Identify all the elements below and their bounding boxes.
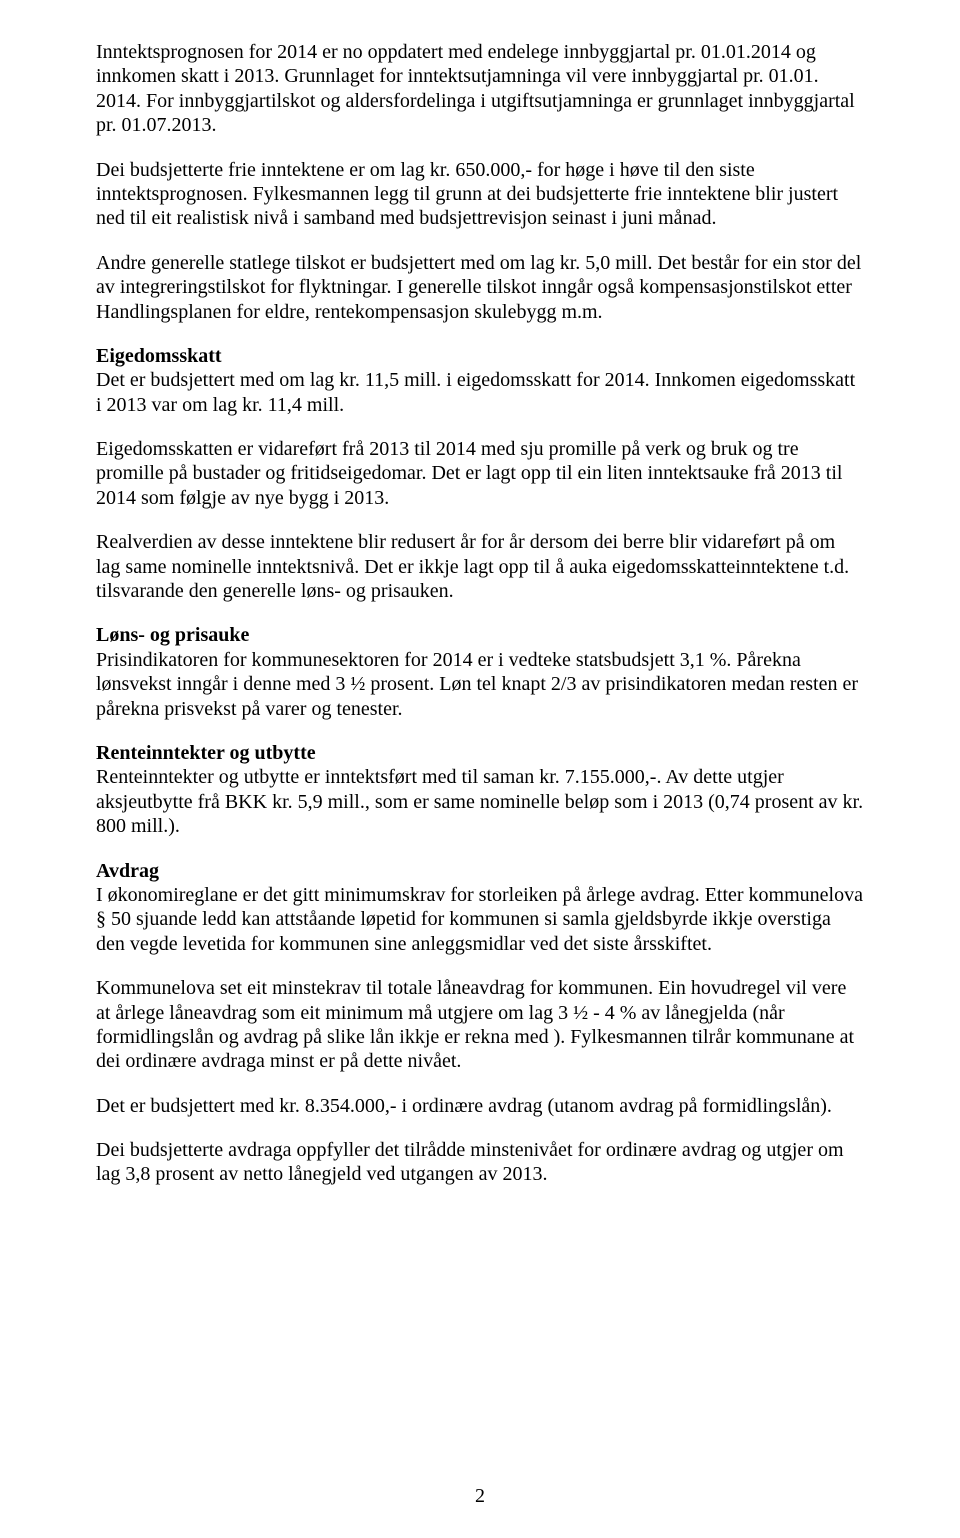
paragraph-eigedomsskatt-1: Det er budsjettert med om lag kr. 11,5 m… (96, 368, 864, 417)
paragraph-avdrag-3: Det er budsjettert med kr. 8.354.000,- i… (96, 1094, 864, 1118)
paragraph-lons-prisauke: Prisindikatoren for kommunesektoren for … (96, 648, 864, 721)
paragraph-eigedomsskatt-3: Realverdien av desse inntektene blir red… (96, 530, 864, 603)
heading-renteinntekter: Renteinntekter og utbytte (96, 741, 864, 765)
heading-lons-prisauke: Løns- og prisauke (96, 623, 864, 647)
paragraph-intro-3: Andre generelle statlege tilskot er buds… (96, 251, 864, 324)
paragraph-avdrag-4: Dei budsjetterte avdraga oppfyller det t… (96, 1138, 864, 1187)
paragraph-avdrag-1: I økonomireglane er det gitt minimumskra… (96, 883, 864, 956)
heading-avdrag: Avdrag (96, 859, 864, 883)
heading-eigedomsskatt: Eigedomsskatt (96, 344, 864, 368)
paragraph-avdrag-2: Kommunelova set eit minstekrav til total… (96, 976, 864, 1074)
paragraph-intro-2: Dei budsjetterte frie inntektene er om l… (96, 158, 864, 231)
paragraph-renteinntekter: Renteinntekter og utbytte er inntektsfør… (96, 765, 864, 838)
document-page: Inntektsprognosen for 2014 er no oppdate… (0, 0, 960, 1538)
paragraph-eigedomsskatt-2: Eigedomsskatten er vidareført frå 2013 t… (96, 437, 864, 510)
page-number: 2 (0, 1485, 960, 1508)
paragraph-intro-1: Inntektsprognosen for 2014 er no oppdate… (96, 40, 864, 138)
